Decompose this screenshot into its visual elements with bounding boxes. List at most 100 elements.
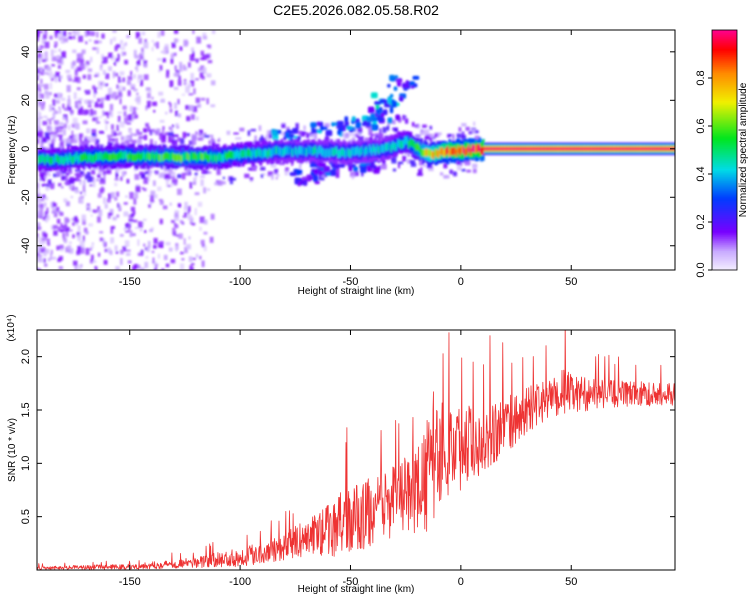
spectrogram-cell [150,227,154,231]
spectrogram-cell [117,203,120,208]
spectrogram-cell [248,149,252,157]
spectrogram-cell [273,146,277,155]
spectrogram-cell [54,126,57,132]
colorbar-cell [712,268,737,271]
spectrogram-cell [37,252,40,259]
spectrogram-cell [147,170,153,174]
spectrogram-cell [207,134,212,138]
spectrogram-cell [276,174,280,177]
spectrogram-cells [37,30,675,270]
spectrogram-cell [199,226,202,231]
colorbar-cell [712,102,737,105]
spectrogram-cell [170,176,176,179]
spectrogram-cell [45,186,50,191]
spectrogram-cell [200,57,205,61]
spectrogram-cell [57,183,62,187]
spectrogram-cell [395,78,403,83]
spectrogram-cell [201,153,204,161]
colorbar-cell [712,214,737,217]
spectrogram-cell [348,139,353,144]
colorbar-cell [712,224,737,227]
spectrogram-cell [260,135,264,140]
spectrogram-cell [173,182,178,186]
spectrogram-cell [422,129,428,135]
spectrogram-cell [113,71,116,77]
spectrogram-cell [510,147,513,151]
spectrogram-cell [268,148,271,156]
spectrogram-cell [321,148,324,156]
spectrogram-cell [52,134,57,138]
spectrogram-cell [303,125,306,131]
spectrogram-cell [152,101,158,107]
spectrogram-cell [390,144,393,153]
spectrogram-cell [140,79,144,87]
spectrogram-cell [229,150,233,159]
spectrogram-cell [397,163,401,169]
spectrogram-cell [149,129,153,136]
spectrogram-cell [186,115,191,122]
spectrogram-cell [58,266,63,270]
spectrogram-cell [494,147,498,151]
spectrogram-cell [383,144,386,153]
spectrogram-cell [97,206,100,213]
spectrogram-cell [37,255,41,263]
spectrogram-cell [60,41,66,44]
spectrogram-cell [143,41,149,49]
spectrogram-cell [145,105,148,111]
colorbar-cell [712,148,737,151]
spectrogram-cell [175,123,179,128]
spectrogram-cell [374,147,377,155]
spectrogram-cell [459,147,462,156]
spectrogram-cell [199,255,202,260]
spectrogram-cell [148,194,151,197]
spectrogram-cell [434,148,437,157]
spectrogram-cell [73,35,76,40]
spectrogram-cell [119,234,124,237]
spectrogram-cell [422,124,427,128]
spectrogram-cell [58,143,62,151]
spectrogram-cell [170,127,174,135]
spectrogram-cell [593,147,596,151]
spectrogram-cell [176,188,182,196]
colorbar-cell [712,234,737,237]
spectrogram-cell [335,168,340,174]
spectrogram-cell [198,133,202,137]
spectrogram-cell [192,50,195,57]
spectrogram-cell [135,31,139,39]
spectrogram-cell [38,178,42,182]
colorbar-cell [712,256,737,259]
spectrogram-cell [151,250,155,253]
spectrogram-cell [99,83,103,90]
spectrogram-cell [77,97,83,101]
spectrogram-cell [202,67,207,75]
spectrogram-cell [137,74,143,79]
spectrogram-cell [506,147,510,151]
spectrogram-cell [83,180,86,186]
spectrogram-cell [154,141,157,147]
spectrogram-cell [189,105,194,111]
colorbar-cell [712,56,737,59]
spectrogram-cell [618,147,621,151]
spectrogram-cell [93,93,96,98]
spectrogram-cell [595,147,598,151]
spectrogram-cell [204,151,208,160]
spectrogram-cell [386,125,390,131]
spectrogram-cell [190,114,195,120]
spectrogram-cell [69,241,72,244]
spectrogram-cell [125,150,128,159]
spectrogram-cell [252,165,258,169]
spectrogram-cell [399,140,402,148]
spectrogram-cell [211,30,216,34]
spectrogram-cell [71,130,74,137]
spectrogram-cell [204,219,208,225]
spectrogram-cell [301,176,308,181]
spectrogram-cell [330,169,337,177]
spectrogram-cell [369,136,373,142]
spectrogram-cell [289,172,297,176]
spectrogram-cell [318,174,325,181]
spectrogram-cell [41,183,48,187]
colorbar-label: Normalized spectral amplitude [738,82,749,217]
spectrogram-cell [49,82,53,90]
spectrogram-cell [432,151,436,159]
spectrogram-cell [110,55,115,61]
